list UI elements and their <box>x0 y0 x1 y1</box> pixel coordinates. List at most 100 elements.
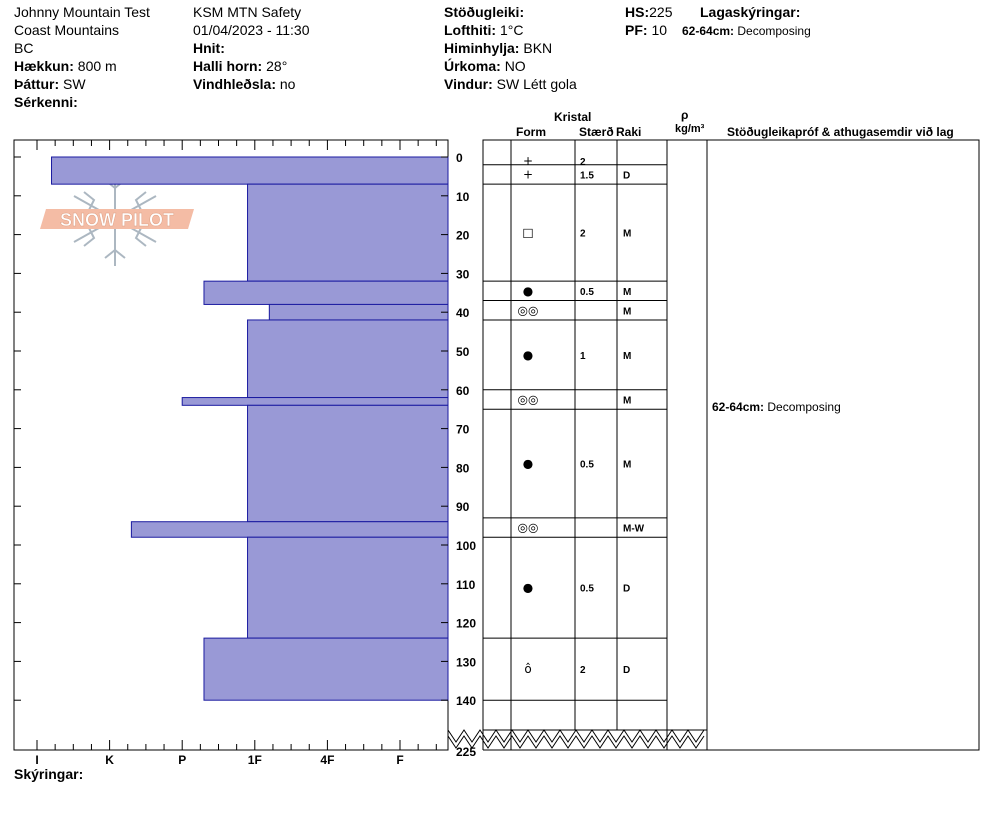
depth-tick-label: 40 <box>456 306 470 320</box>
depth-break-label: 225 <box>456 745 476 759</box>
grain-form-icon: ◎◎ <box>518 303 539 317</box>
depth-tick-label: 110 <box>456 578 476 592</box>
grain-size: 1.5 <box>580 170 594 181</box>
grain-moisture: D <box>623 584 630 595</box>
mountain-range: Coast Mountains <box>14 22 120 38</box>
wind-loading: Vindhleðsla: no <box>193 76 296 92</box>
layer-note-range: 62-64cm: <box>682 24 735 38</box>
hardness-tick-label: I <box>35 753 38 767</box>
snowpilot-logo: SNOW PILOT <box>40 172 194 266</box>
hardness-layer <box>247 319 449 399</box>
sky-cover: Himinhylja: BKN <box>444 40 553 56</box>
test-comment-range: 62-64cm: <box>712 400 765 414</box>
grain-moisture: M <box>623 287 631 298</box>
grain-rows: +2 + 1.5 D □ 2 M ● 0.5 M ◎◎ M ● 1 M ◎◎ M ● 0.5 M ◎◎ M-W ● 0.5 Dô… <box>483 154 667 701</box>
grain-form-icon: ◎◎ <box>518 393 539 407</box>
grain-form-icon: ● <box>523 581 533 595</box>
layer-notes: Lagaskýringar: <box>700 3 800 21</box>
grain-size: 2 <box>580 157 586 168</box>
depth-tick-label: 120 <box>456 617 476 631</box>
hardness-tick-label: 4F <box>320 753 334 767</box>
test-comment-text: Decomposing <box>767 400 841 414</box>
layer-notes-label: Lagaskýringar: <box>700 4 801 20</box>
grain-form-icon: ô <box>524 662 531 676</box>
grain-form-icon: □ <box>522 226 533 240</box>
hardness-layer <box>247 404 449 523</box>
grain-form-icon: + <box>523 167 533 181</box>
header-col4: HS:225 PF: 10 <box>625 3 672 39</box>
header-col2: KSM MTN Safety 01/04/2023 - 11:30 Hnit: … <box>193 3 310 93</box>
precipitation: Úrkoma: NO <box>444 58 526 74</box>
depth-tick-label: 30 <box>456 267 470 281</box>
depth-tick-label: 140 <box>456 694 476 708</box>
depth-tick-label: 20 <box>456 229 470 243</box>
layer-note-entry: 62-64cm: Decomposing <box>682 22 811 40</box>
grain-form-icon: ● <box>523 348 533 362</box>
hardness-tick-label: P <box>178 753 186 767</box>
grain-size: 0.5 <box>580 460 594 471</box>
hardness-layer <box>247 183 449 282</box>
hardness-tick-label: 1F <box>248 753 262 767</box>
slope-angle: Halli horn: 28° <box>193 58 288 74</box>
rho-header: ρ <box>681 108 689 122</box>
state: BC <box>14 40 34 56</box>
depth-tick-label: 60 <box>456 384 470 398</box>
logo-text: SNOW PILOT <box>60 210 174 230</box>
grain-form-icon: ◎◎ <box>518 521 539 535</box>
wind: Vindur: SW Létt gola <box>444 76 577 92</box>
elevation: Hækkun: 800 m <box>14 58 117 74</box>
grain-moisture: D <box>623 665 630 676</box>
grain-size: 1 <box>580 351 586 362</box>
hardness-layer <box>203 637 449 701</box>
grain-size: 0.5 <box>580 287 594 298</box>
grain-moisture: M <box>623 460 631 471</box>
hardness-tick-label: F <box>396 753 403 767</box>
operation: KSM MTN Safety <box>193 4 302 20</box>
grain-form-icon: ● <box>523 284 533 298</box>
depth-tick-label: 0 <box>456 151 463 165</box>
hardness-layer <box>203 280 449 305</box>
depth-tick-label: 50 <box>456 345 470 359</box>
depth-tick-label: 90 <box>456 500 470 514</box>
aspect: Þáttur: SW <box>14 76 86 92</box>
grain-size: 0.5 <box>580 584 594 595</box>
grain-moisture: M <box>623 396 631 407</box>
grain-form-icon: ● <box>523 457 533 471</box>
depth-tick-label: 100 <box>456 539 476 553</box>
depth-axis: 0 10 20 30 40 50 60 70 80 90 100 110 120 130 140 225 <box>14 151 476 759</box>
stability: Stöðugleiki: <box>444 4 525 20</box>
location-name: Johnny Mountain Test <box>14 4 150 20</box>
air-temperature: Lofthiti: 1°C <box>444 22 524 38</box>
grain-moisture: M <box>623 351 631 362</box>
grain-moisture: M <box>623 306 631 317</box>
legend-label: Skýringar: <box>14 766 84 782</box>
grain-table <box>482 139 980 751</box>
depth-break <box>447 729 705 749</box>
test-comment: 62-64cm: Decomposing <box>712 398 841 416</box>
hardness-layer <box>130 521 449 538</box>
grain-form-icon: + <box>523 154 533 168</box>
depth-tick-label: 10 <box>456 190 470 204</box>
hardness-axis: I K P 1F 4F F <box>35 140 437 767</box>
features: Sérkenni: <box>14 94 78 110</box>
logo-banner <box>40 209 194 229</box>
hardness-layer <box>51 156 449 185</box>
break-zigzag <box>447 735 705 749</box>
size-header: Stærð <box>579 125 614 139</box>
hs: HS:225 <box>625 4 673 20</box>
grain-moisture: D <box>623 170 630 181</box>
depth-tick-label: 80 <box>456 461 470 475</box>
moisture-header: Raki <box>616 125 642 139</box>
density-unit-header: kg/m³ <box>675 123 705 135</box>
hardness-layer <box>268 303 449 321</box>
break-zigzag <box>447 729 705 743</box>
grain-size: 2 <box>580 665 586 676</box>
datetime: 01/04/2023 - 11:30 <box>193 22 310 38</box>
grain-size: 2 <box>580 229 586 240</box>
coordinates: Hnit: <box>193 40 225 56</box>
kristal-header: Kristal <box>554 110 592 124</box>
grain-moisture: M <box>623 229 631 240</box>
form-header: Form <box>516 125 546 139</box>
hardness-layers <box>51 156 449 701</box>
